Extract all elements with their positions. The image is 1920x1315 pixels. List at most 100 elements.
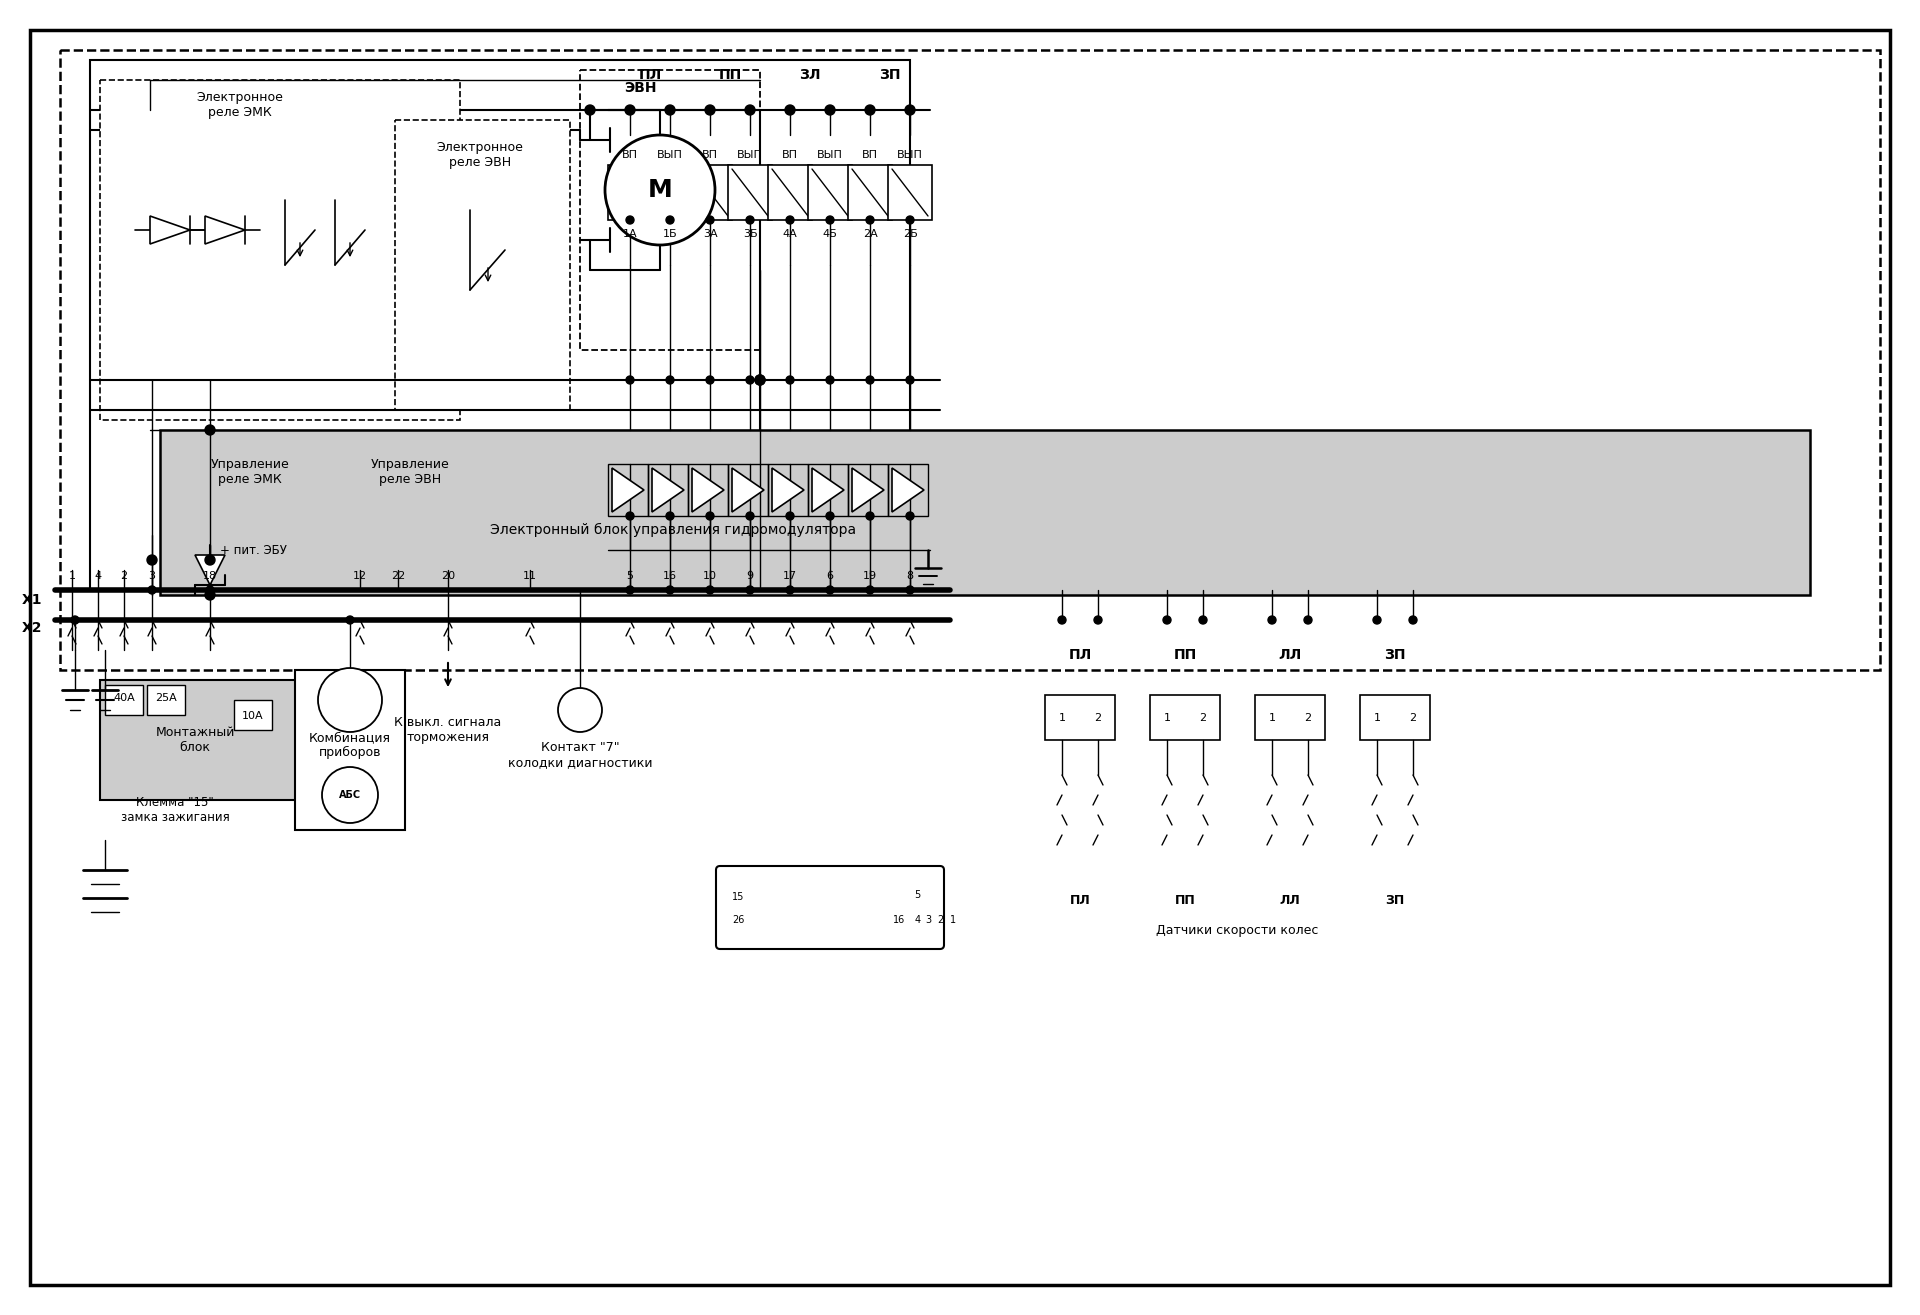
Circle shape — [906, 512, 914, 519]
Circle shape — [605, 135, 714, 245]
Text: + пит. ЭБУ: + пит. ЭБУ — [221, 543, 286, 556]
Bar — [728, 164, 772, 220]
Text: Управление
реле ЭВН: Управление реле ЭВН — [371, 458, 449, 487]
Text: 5: 5 — [914, 890, 920, 899]
Polygon shape — [691, 468, 724, 512]
Circle shape — [205, 555, 215, 565]
Circle shape — [906, 586, 914, 594]
Polygon shape — [812, 468, 845, 512]
Circle shape — [205, 425, 215, 435]
Circle shape — [755, 375, 764, 385]
Text: 11: 11 — [522, 571, 538, 581]
Text: Комбинация
приборов: Комбинация приборов — [309, 731, 392, 759]
Text: Управление
реле ЭМК: Управление реле ЭМК — [211, 458, 290, 487]
Circle shape — [626, 216, 634, 224]
Circle shape — [745, 105, 755, 114]
Text: 22: 22 — [392, 571, 405, 581]
Text: ВП: ВП — [622, 150, 637, 160]
Text: 4А: 4А — [783, 229, 797, 239]
Bar — [159, 430, 1811, 594]
Text: ПП: ПП — [718, 68, 741, 82]
Text: 1: 1 — [1164, 713, 1171, 723]
Text: ПЛ: ПЛ — [637, 68, 662, 82]
Text: ПП: ПП — [1173, 648, 1196, 661]
Text: 4Б: 4Б — [822, 229, 837, 239]
Circle shape — [707, 216, 714, 224]
Polygon shape — [732, 468, 764, 512]
Circle shape — [866, 216, 874, 224]
Text: Контакт "7"
колодки диагностики: Контакт "7" колодки диагностики — [507, 740, 653, 769]
Circle shape — [705, 105, 714, 114]
Polygon shape — [852, 468, 883, 512]
Bar — [60, 50, 1880, 671]
Circle shape — [785, 216, 795, 224]
Circle shape — [785, 586, 795, 594]
Text: ЛЛ: ЛЛ — [1279, 893, 1300, 906]
Text: 10: 10 — [703, 571, 716, 581]
Circle shape — [626, 105, 636, 114]
Circle shape — [323, 767, 378, 823]
Circle shape — [205, 586, 213, 594]
Text: 15: 15 — [732, 892, 745, 902]
Text: 2: 2 — [121, 571, 127, 581]
Text: 1: 1 — [1373, 713, 1380, 723]
Text: ЭВН: ЭВН — [624, 82, 657, 95]
Circle shape — [866, 586, 874, 594]
Bar — [687, 164, 732, 220]
Text: 2А: 2А — [862, 229, 877, 239]
Text: 2: 2 — [1304, 713, 1311, 723]
Text: ЗЛ: ЗЛ — [799, 68, 820, 82]
Bar — [1359, 696, 1430, 740]
Text: АБС: АБС — [340, 790, 361, 800]
Text: ВЫП: ВЫП — [818, 150, 843, 160]
Bar — [580, 70, 760, 350]
Bar — [90, 60, 910, 590]
Circle shape — [1198, 615, 1208, 625]
Circle shape — [1094, 615, 1102, 625]
Circle shape — [71, 615, 79, 625]
Bar — [768, 164, 812, 220]
Text: 40А: 40А — [113, 693, 134, 704]
Circle shape — [626, 376, 634, 384]
Text: 2: 2 — [1409, 713, 1417, 723]
Text: ПЛ: ПЛ — [1069, 893, 1091, 906]
Text: 2: 2 — [937, 915, 943, 924]
FancyBboxPatch shape — [716, 867, 945, 949]
Circle shape — [747, 586, 755, 594]
Text: 26: 26 — [732, 915, 745, 924]
Circle shape — [319, 668, 382, 732]
Circle shape — [664, 105, 676, 114]
Circle shape — [785, 376, 795, 384]
Circle shape — [666, 512, 674, 519]
Circle shape — [866, 512, 874, 519]
Text: ЗП: ЗП — [1386, 893, 1405, 906]
Circle shape — [1164, 615, 1171, 625]
Bar — [609, 464, 649, 515]
Polygon shape — [196, 555, 225, 585]
Bar — [649, 464, 687, 515]
Text: 2: 2 — [1094, 713, 1102, 723]
Bar — [1150, 696, 1219, 740]
Bar — [808, 164, 852, 220]
Bar — [649, 164, 691, 220]
Text: 9: 9 — [747, 571, 753, 581]
Circle shape — [1409, 615, 1417, 625]
Circle shape — [755, 375, 764, 385]
Bar — [100, 680, 324, 800]
Bar — [1044, 696, 1116, 740]
Circle shape — [1267, 615, 1277, 625]
Circle shape — [1304, 615, 1311, 625]
Circle shape — [148, 586, 156, 594]
Text: 3: 3 — [925, 915, 931, 924]
Text: ВЫП: ВЫП — [657, 150, 684, 160]
Circle shape — [666, 586, 674, 594]
Circle shape — [747, 216, 755, 224]
Bar — [106, 685, 142, 715]
Bar — [100, 80, 461, 419]
Circle shape — [906, 216, 914, 224]
Text: К выкл. сигнала
торможения: К выкл. сигнала торможения — [394, 715, 501, 744]
Text: 3Б: 3Б — [743, 229, 756, 239]
Text: ПЛ: ПЛ — [1068, 648, 1092, 661]
Bar — [296, 671, 405, 830]
Circle shape — [785, 105, 795, 114]
